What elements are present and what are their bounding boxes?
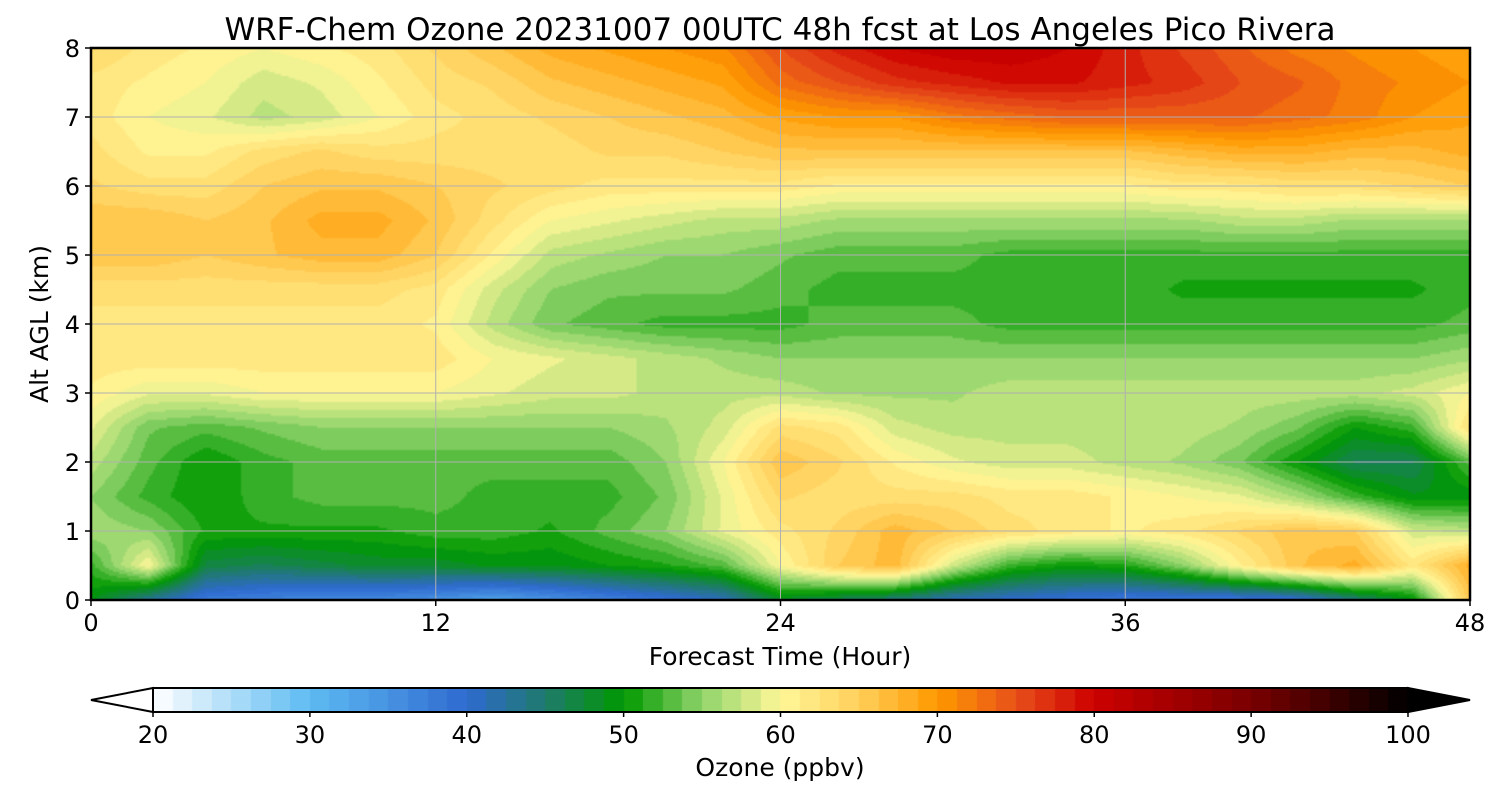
y-tick-label: 1: [65, 518, 80, 546]
x-axis-ticks: 0 12 24 36 48: [83, 600, 1485, 637]
colorbar-tick-label: 60: [765, 721, 796, 749]
colorbar-tick-label: 90: [1236, 721, 1267, 749]
colorbar-tick-label: 70: [922, 721, 953, 749]
colorbar-tick-label: 50: [608, 721, 639, 749]
y-tick-label: 0: [65, 587, 80, 615]
colorbar-tick-label: 30: [295, 721, 326, 749]
chart-title: WRF-Chem Ozone 20231007 00UTC 48h fcst a…: [224, 12, 1335, 48]
x-tick-label: 12: [420, 609, 451, 637]
y-axis-label: Alt AGL (km): [25, 245, 54, 403]
x-tick-label: 48: [1455, 609, 1486, 637]
y-tick-label: 8: [65, 35, 80, 63]
colorbar-tick-label: 100: [1385, 721, 1431, 749]
colorbar-gradient: [153, 688, 1408, 712]
y-tick-label: 7: [65, 104, 80, 132]
colorbar-ticks: 20 30 40 50 60 70 80 90 100: [138, 712, 1431, 749]
x-axis-label: Forecast Time (Hour): [649, 642, 912, 671]
colorbar-over-arrow: [1407, 686, 1471, 714]
colorbar-tick-label: 80: [1079, 721, 1110, 749]
y-tick-label: 4: [65, 311, 80, 339]
y-tick-label: 5: [65, 242, 80, 270]
colorbar-tick-label: 20: [138, 721, 169, 749]
x-tick-label: 0: [83, 609, 98, 637]
colorbar-tick-label: 40: [451, 721, 482, 749]
y-tick-label: 2: [65, 449, 80, 477]
x-tick-label: 36: [1110, 609, 1141, 637]
colorbar: 20 30 40 50 60 70 80 90 100: [90, 686, 1471, 749]
y-tick-label: 6: [65, 173, 80, 201]
colorbar-label: Ozone (ppbv): [695, 753, 864, 782]
y-tick-label: 3: [65, 380, 80, 408]
x-tick-label: 24: [765, 609, 796, 637]
y-axis-ticks: 0 1 2 3 4 5 6 7 8: [65, 35, 91, 615]
colorbar-under-arrow: [90, 686, 154, 714]
